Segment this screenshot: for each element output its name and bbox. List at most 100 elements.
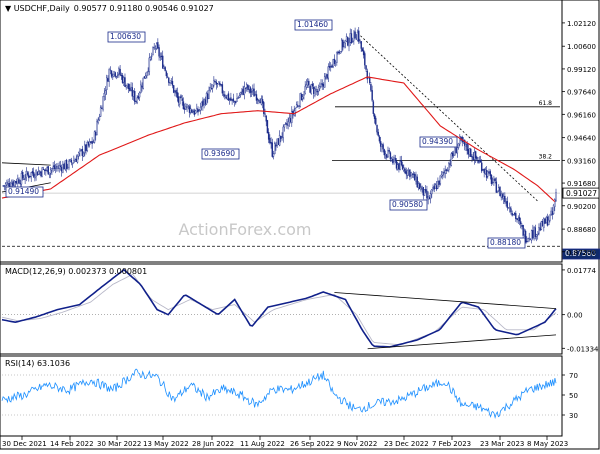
candle-body xyxy=(530,230,533,241)
x-tick-label: 23 Dec 2022 xyxy=(384,440,429,448)
candle-body xyxy=(294,108,297,113)
candle-body xyxy=(444,170,446,174)
candle-body xyxy=(196,107,198,113)
candle-body xyxy=(270,141,272,144)
candle-body xyxy=(405,171,407,175)
x-tick-label: 9 Nov 2022 xyxy=(337,440,377,448)
candle-body xyxy=(465,143,467,147)
candle-body xyxy=(472,156,474,161)
candle-body xyxy=(321,83,323,86)
candle-body xyxy=(546,216,549,226)
candle-body xyxy=(252,88,254,92)
candle-body xyxy=(304,86,306,94)
candle-body xyxy=(518,217,521,222)
candle-body xyxy=(309,86,311,93)
candle-body xyxy=(165,71,168,77)
candle-body xyxy=(437,181,439,189)
candle-body xyxy=(247,85,249,90)
candle-body xyxy=(369,77,371,83)
candle-body xyxy=(58,165,60,169)
candle-body xyxy=(261,99,264,104)
candle-body xyxy=(482,169,484,171)
candle-body xyxy=(115,76,118,78)
candle-body xyxy=(474,151,477,159)
candle-body xyxy=(26,172,29,175)
candle-body xyxy=(205,93,208,105)
candle-body xyxy=(275,144,277,147)
candle-body xyxy=(191,109,193,113)
candle-body xyxy=(254,94,256,96)
candle-body xyxy=(198,109,200,112)
y-tick-label: 0.91680 xyxy=(567,180,596,188)
price-annotation-box xyxy=(107,31,146,43)
candle-body xyxy=(179,96,181,105)
candle-body xyxy=(375,117,377,125)
candle-body xyxy=(116,74,119,76)
last-price-tag xyxy=(562,187,600,199)
dropdown-triangle-icon[interactable]: ▼ xyxy=(5,4,14,13)
candle-body xyxy=(370,84,372,91)
candle-body xyxy=(404,168,406,174)
candle-body xyxy=(502,195,505,199)
candle-body xyxy=(524,230,527,243)
candle-body xyxy=(541,221,544,227)
candle-body xyxy=(92,141,95,143)
candle-body xyxy=(399,161,401,170)
candle-body xyxy=(499,186,501,197)
candle-body xyxy=(551,211,554,215)
candle-body xyxy=(303,94,305,96)
candle-body xyxy=(487,171,489,177)
candle-body xyxy=(242,89,244,95)
candle-body xyxy=(291,110,293,124)
candle-body xyxy=(547,219,550,226)
candle-body xyxy=(435,185,438,190)
candle-body xyxy=(231,99,233,101)
candle-body xyxy=(350,33,353,44)
ohlc-header: 0.90577 0.91180 0.90546 0.91027 xyxy=(74,4,214,13)
candle-body xyxy=(354,31,356,39)
candle-body xyxy=(88,141,91,145)
candle-body xyxy=(463,139,466,146)
candle-body xyxy=(476,157,478,160)
candle-body xyxy=(35,170,37,177)
price-annotation-text: 0.93690 xyxy=(204,149,235,158)
candle-body xyxy=(554,199,556,208)
candle-body xyxy=(443,171,445,173)
x-tick-label: 14 Feb 2022 xyxy=(50,440,94,448)
candle-body xyxy=(311,83,314,87)
candle-body xyxy=(47,166,49,175)
candle-body xyxy=(344,39,347,44)
candle-body xyxy=(371,90,373,101)
candle-body xyxy=(306,81,309,86)
candle-body xyxy=(519,221,522,225)
rsi-line xyxy=(1,368,557,420)
candle-body xyxy=(180,95,182,99)
candle-body xyxy=(299,93,302,107)
candle-body xyxy=(282,126,284,139)
candle-body xyxy=(334,61,337,63)
x-tick-label: 30 Mar 2022 xyxy=(97,440,141,448)
candle-body xyxy=(238,95,241,98)
candle-body xyxy=(421,185,423,189)
candle-body xyxy=(168,77,170,83)
candle-body xyxy=(510,208,512,213)
price-annotation-box xyxy=(389,199,428,211)
candle-body xyxy=(434,184,437,189)
candle-body xyxy=(248,85,250,90)
candle-body xyxy=(37,171,40,175)
candle-body xyxy=(146,71,148,77)
candle-body xyxy=(30,172,32,177)
candle-body xyxy=(135,100,137,102)
candle-body xyxy=(423,189,426,196)
candle-body xyxy=(496,190,499,193)
candle-body xyxy=(490,175,493,184)
candle-body xyxy=(327,66,330,79)
candle-body xyxy=(86,142,88,151)
candle-body xyxy=(288,117,291,123)
candle-body xyxy=(403,167,405,171)
candle-body xyxy=(258,99,260,102)
candle-body xyxy=(516,218,518,220)
candle-body xyxy=(473,152,476,160)
candle-body xyxy=(54,167,57,169)
y-tick-label: 0.88680 xyxy=(567,226,596,234)
